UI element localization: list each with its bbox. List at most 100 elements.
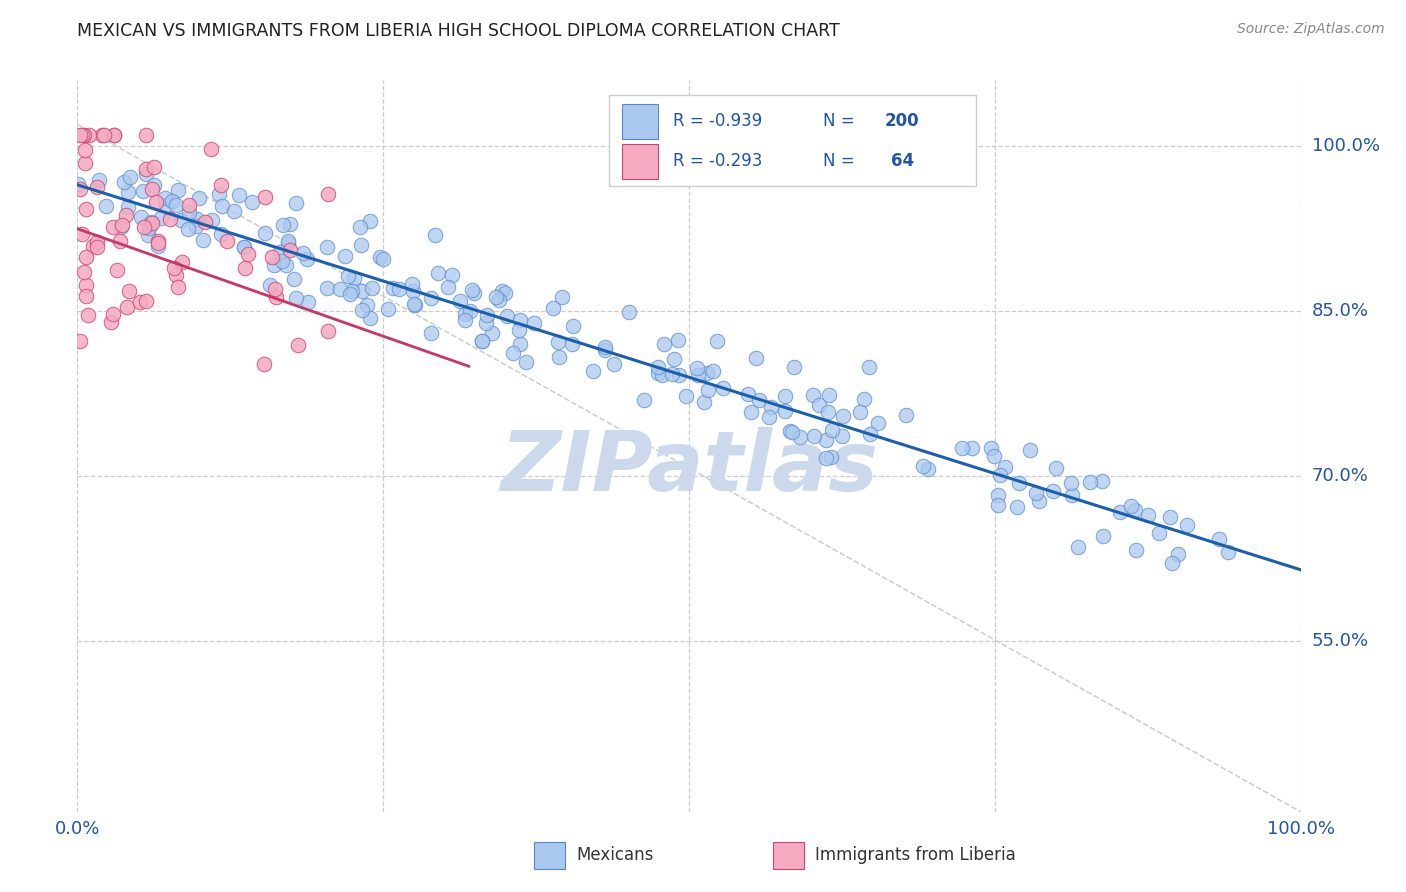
Point xyxy=(233,240,256,254)
Point xyxy=(143,178,166,192)
Point xyxy=(711,381,734,395)
Point xyxy=(820,450,842,464)
Point xyxy=(211,198,233,212)
Point xyxy=(401,277,423,291)
Point xyxy=(172,255,194,269)
Point xyxy=(696,383,718,397)
Point xyxy=(509,313,531,327)
Point xyxy=(105,263,128,277)
Point xyxy=(142,160,165,174)
Point xyxy=(316,187,339,202)
Point xyxy=(1109,505,1132,519)
Point xyxy=(488,293,510,308)
Point xyxy=(94,199,117,213)
Point xyxy=(75,278,97,293)
Point xyxy=(86,235,108,249)
Point xyxy=(593,343,616,357)
Point xyxy=(471,334,494,349)
Point xyxy=(111,218,134,232)
Point xyxy=(240,194,263,209)
Point xyxy=(73,143,96,157)
Point xyxy=(894,409,917,423)
Point xyxy=(145,195,167,210)
Point xyxy=(129,295,152,310)
Point xyxy=(170,213,193,227)
Point xyxy=(983,450,1005,464)
Point xyxy=(253,227,276,241)
Point xyxy=(661,367,683,381)
Point xyxy=(987,498,1010,512)
Point xyxy=(232,240,254,254)
Point xyxy=(1119,500,1142,514)
Point xyxy=(167,280,190,294)
Point xyxy=(1091,529,1114,543)
Point xyxy=(336,269,359,284)
Point xyxy=(382,281,405,295)
Text: ZIPatlas: ZIPatlas xyxy=(501,427,877,508)
Point xyxy=(361,281,384,295)
Point xyxy=(200,143,222,157)
Point xyxy=(118,284,141,298)
Point xyxy=(153,191,176,205)
Point xyxy=(1218,545,1240,559)
Point xyxy=(208,187,231,202)
Point xyxy=(110,219,132,234)
Point xyxy=(668,368,690,382)
Point xyxy=(340,285,363,299)
Point xyxy=(316,324,339,338)
Point xyxy=(496,309,519,323)
Point xyxy=(76,308,98,322)
Point xyxy=(146,239,169,253)
Point xyxy=(491,284,513,298)
Point xyxy=(280,243,302,257)
Point xyxy=(117,186,139,200)
Point xyxy=(859,427,882,442)
Point xyxy=(101,219,124,234)
Point xyxy=(831,409,853,423)
Point xyxy=(350,285,373,299)
Point xyxy=(186,212,208,227)
Point xyxy=(561,337,583,351)
Point xyxy=(179,198,201,212)
Point xyxy=(647,360,669,375)
Point xyxy=(633,393,655,408)
Point xyxy=(550,290,572,304)
Point xyxy=(748,393,770,408)
Point xyxy=(980,441,1002,455)
Point xyxy=(271,218,294,232)
Point xyxy=(1167,547,1189,561)
Point xyxy=(264,290,287,304)
Point xyxy=(339,287,361,301)
Point xyxy=(82,239,104,253)
Point xyxy=(193,234,215,248)
Point xyxy=(463,286,485,301)
Point xyxy=(775,404,797,418)
Point xyxy=(215,234,238,248)
Point xyxy=(1028,494,1050,508)
Text: N =: N = xyxy=(824,112,855,130)
Point xyxy=(352,302,374,317)
Point xyxy=(693,395,716,409)
Point xyxy=(135,167,157,181)
Point xyxy=(912,458,935,473)
Point xyxy=(72,264,94,278)
Point xyxy=(129,210,152,224)
Point xyxy=(817,405,839,419)
Text: Mexicans: Mexicans xyxy=(576,847,654,864)
Point xyxy=(75,156,97,170)
Point xyxy=(316,240,339,254)
Point xyxy=(419,291,441,305)
Point xyxy=(141,182,163,196)
Point xyxy=(335,249,357,263)
Point xyxy=(91,128,114,143)
Point xyxy=(209,178,232,193)
Point xyxy=(1136,508,1159,523)
Point xyxy=(547,334,569,349)
Point xyxy=(253,190,276,204)
Point xyxy=(987,488,1010,502)
Point xyxy=(494,285,516,300)
Text: 200: 200 xyxy=(884,112,920,130)
Point xyxy=(278,217,301,231)
Point xyxy=(460,304,482,318)
Point xyxy=(758,409,780,424)
